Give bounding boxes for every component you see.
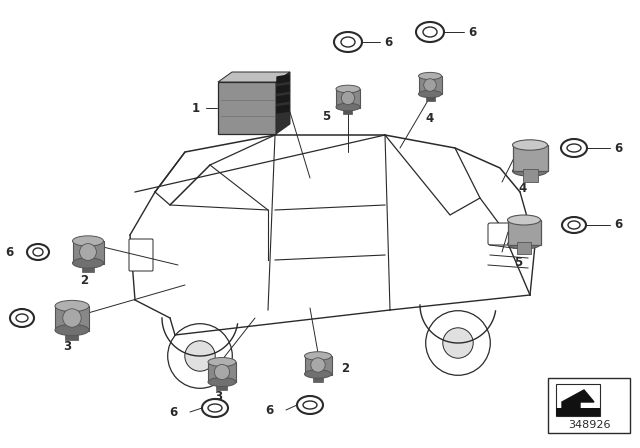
Bar [508,220,541,245]
Ellipse shape [303,401,317,409]
Circle shape [311,358,325,372]
Ellipse shape [508,239,541,249]
Polygon shape [218,72,290,82]
Ellipse shape [55,324,89,336]
Ellipse shape [55,300,89,312]
Ellipse shape [336,85,360,93]
Ellipse shape [208,358,236,366]
Ellipse shape [10,309,34,327]
Text: 3: 3 [63,340,71,353]
Circle shape [341,91,355,105]
FancyBboxPatch shape [129,239,153,271]
Circle shape [424,79,436,91]
Circle shape [214,364,230,379]
Polygon shape [277,105,289,113]
Ellipse shape [416,22,444,42]
Text: 2: 2 [341,362,349,375]
Ellipse shape [336,103,360,111]
Text: 6: 6 [468,26,476,39]
Bar [556,384,600,416]
Circle shape [185,341,215,371]
Polygon shape [562,390,594,408]
Ellipse shape [305,352,332,360]
Ellipse shape [567,144,581,152]
Circle shape [79,244,97,260]
Bar [218,82,276,134]
Circle shape [63,309,81,327]
Bar [517,242,531,254]
Ellipse shape [33,248,43,256]
Ellipse shape [568,221,580,229]
Text: 348926: 348926 [568,420,611,430]
Text: 6: 6 [614,219,622,232]
Ellipse shape [208,378,236,387]
Circle shape [426,311,490,375]
Ellipse shape [419,73,442,80]
Bar [523,169,538,182]
Bar [208,362,236,382]
Ellipse shape [334,32,362,52]
Ellipse shape [27,244,49,260]
Text: 6: 6 [169,405,177,418]
Bar [312,373,323,382]
Bar [513,145,548,171]
Text: 4: 4 [519,181,527,194]
FancyBboxPatch shape [488,223,527,245]
Text: 3: 3 [214,389,222,402]
Ellipse shape [202,399,228,417]
Bar [65,329,78,340]
Bar [73,241,104,264]
Bar [336,89,360,108]
Ellipse shape [513,166,547,176]
Circle shape [443,328,473,358]
Ellipse shape [297,396,323,414]
Ellipse shape [423,27,437,37]
Polygon shape [276,72,290,134]
Ellipse shape [513,140,547,150]
Ellipse shape [561,139,587,157]
Polygon shape [277,75,289,83]
Ellipse shape [508,215,541,225]
Bar [55,306,89,331]
Text: 4: 4 [426,112,434,125]
Bar [82,262,93,272]
Text: 5: 5 [514,255,522,268]
Polygon shape [277,95,289,103]
Bar [343,107,352,114]
Text: 2: 2 [80,273,88,287]
Bar [556,408,600,416]
Ellipse shape [341,37,355,47]
Text: 6: 6 [4,246,13,258]
Text: 1: 1 [192,102,200,115]
Ellipse shape [208,404,222,412]
Text: 5: 5 [322,109,330,122]
Bar [419,76,442,94]
Ellipse shape [419,90,442,98]
Ellipse shape [72,258,104,268]
Bar [216,381,227,390]
Ellipse shape [562,217,586,233]
Bar [305,356,332,375]
Bar [426,94,435,101]
Text: 6: 6 [265,404,273,417]
Bar [548,378,630,433]
Text: 6: 6 [614,142,622,155]
Ellipse shape [16,314,28,322]
Circle shape [168,324,232,388]
Ellipse shape [72,236,104,246]
Text: 6: 6 [384,35,392,48]
Polygon shape [277,85,289,93]
Ellipse shape [305,370,332,378]
